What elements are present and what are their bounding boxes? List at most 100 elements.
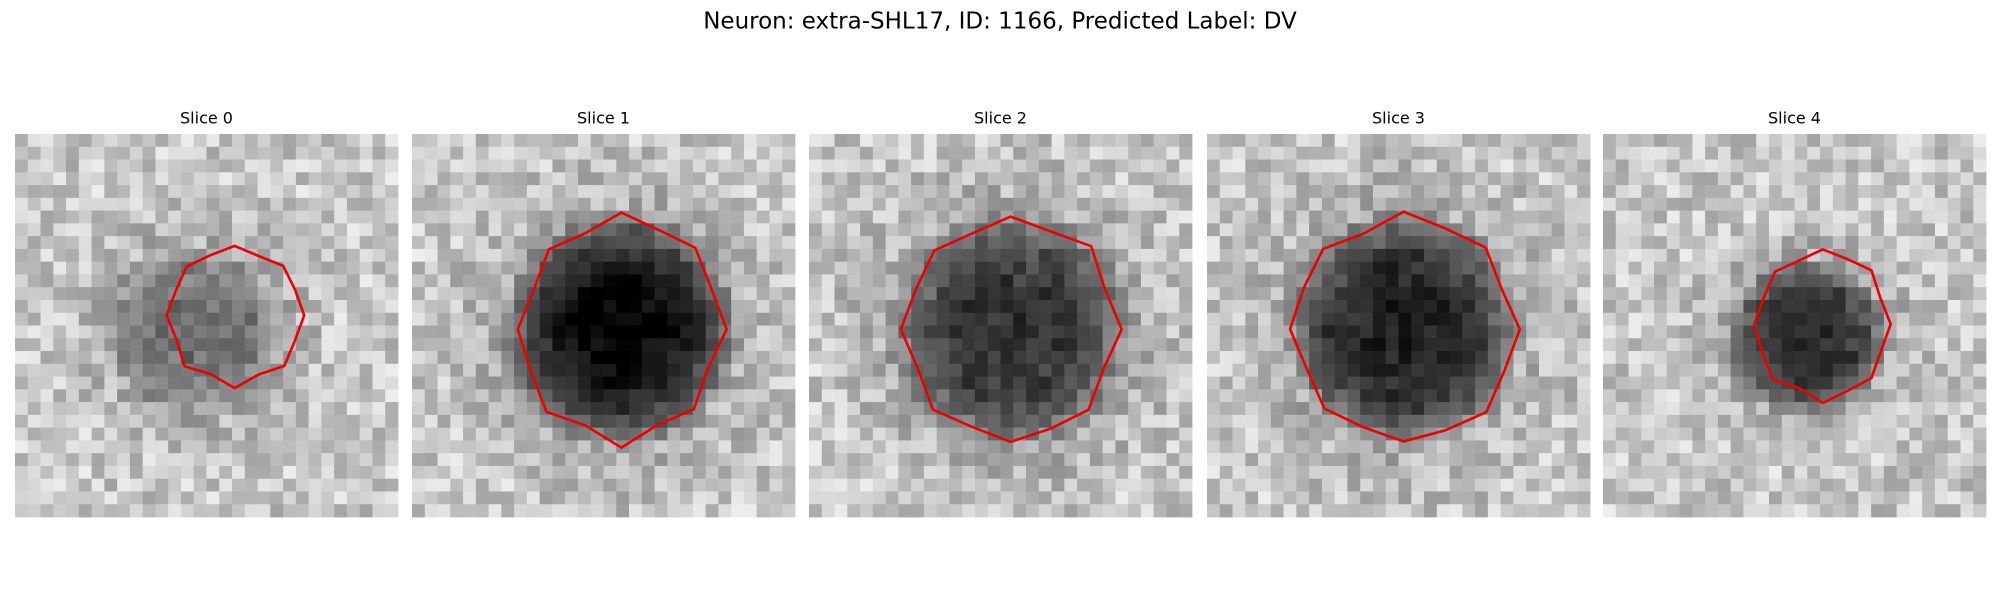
pixel	[232, 453, 246, 467]
pixel	[885, 312, 899, 326]
pixel	[232, 299, 246, 314]
pixel	[437, 236, 451, 250]
pixel	[718, 504, 732, 518]
pixel	[91, 363, 105, 377]
pixel	[756, 325, 770, 339]
pixel	[949, 402, 963, 416]
pixel	[1807, 312, 1821, 326]
pixel	[1743, 172, 1757, 186]
pixel	[1705, 325, 1719, 339]
pixel	[1334, 363, 1348, 377]
pixel	[731, 376, 745, 390]
pixel	[1909, 338, 1923, 352]
pixel	[463, 465, 477, 480]
pixel	[1283, 389, 1297, 403]
pixel	[463, 427, 477, 441]
pixel	[40, 338, 54, 352]
pixel	[1245, 478, 1259, 492]
pixel	[641, 389, 655, 403]
pixel	[488, 210, 502, 224]
pixel	[1551, 248, 1565, 263]
pixel	[450, 236, 464, 250]
pixel	[1424, 504, 1438, 518]
pixel	[321, 172, 335, 186]
pixel	[1372, 453, 1387, 467]
pixel	[15, 261, 29, 275]
pixel	[1820, 223, 1834, 237]
pixel	[1102, 197, 1116, 211]
pixel	[718, 478, 732, 492]
pixel	[565, 299, 579, 314]
pixel	[743, 465, 758, 480]
pixel	[308, 504, 322, 518]
pixel	[514, 376, 528, 390]
pixel	[1296, 210, 1310, 224]
pixel	[91, 351, 105, 365]
pixel	[488, 248, 502, 263]
pixel	[1487, 312, 1502, 326]
pixel	[1089, 146, 1104, 160]
pixel	[372, 197, 386, 211]
pixel	[1449, 248, 1463, 263]
pixel	[1077, 146, 1091, 160]
pixel	[1960, 427, 1974, 441]
pixel	[1871, 210, 1885, 224]
pixel	[1871, 427, 1885, 441]
pixel	[1641, 159, 1655, 173]
pixel	[1628, 440, 1642, 454]
pixel	[1102, 465, 1116, 480]
pixel	[1743, 440, 1757, 454]
pixel	[372, 287, 386, 301]
pixel	[40, 134, 54, 148]
pixel	[1385, 146, 1399, 160]
pixel	[1398, 325, 1412, 339]
pixel	[1577, 389, 1591, 403]
pixel	[1347, 248, 1361, 263]
pixel	[1883, 146, 1898, 160]
pixel	[1641, 325, 1655, 339]
pixel	[1743, 465, 1757, 480]
pixel	[654, 312, 668, 326]
pixel	[1577, 427, 1591, 441]
pixel	[1603, 172, 1617, 186]
pixel	[501, 274, 515, 288]
pixel	[206, 172, 220, 186]
pixel	[565, 197, 579, 211]
pixel	[180, 389, 195, 403]
pixel	[385, 248, 399, 263]
pixel	[1475, 210, 1489, 224]
pixel	[53, 478, 67, 492]
pixel	[1909, 491, 1923, 505]
pixel	[104, 134, 118, 148]
pixel	[1641, 236, 1655, 250]
pixel	[66, 465, 80, 480]
pixel	[1449, 491, 1463, 505]
pixel	[232, 287, 246, 301]
pixel	[1038, 376, 1052, 390]
pixel	[1372, 172, 1387, 186]
pixel	[565, 504, 579, 518]
pixel	[412, 312, 426, 326]
pixel	[743, 274, 758, 288]
pixel	[718, 261, 732, 275]
pixel	[1743, 453, 1757, 467]
pixel	[372, 274, 386, 288]
pixel	[1487, 491, 1502, 505]
pixel	[1717, 210, 1732, 224]
pixel	[1615, 210, 1629, 224]
pixel	[437, 338, 451, 352]
pixel	[283, 299, 297, 314]
image-panel	[1207, 134, 1591, 518]
pixel	[911, 414, 925, 429]
pixel	[1051, 274, 1065, 288]
pixel	[155, 478, 169, 492]
pixel	[1385, 274, 1399, 288]
pixel	[1960, 223, 1974, 237]
pixel	[526, 134, 541, 148]
pixel	[1922, 134, 1936, 148]
pixel	[1705, 402, 1719, 416]
pixel	[718, 248, 732, 263]
pixel	[1140, 338, 1155, 352]
pixel	[334, 402, 348, 416]
pixel	[1973, 210, 1987, 224]
